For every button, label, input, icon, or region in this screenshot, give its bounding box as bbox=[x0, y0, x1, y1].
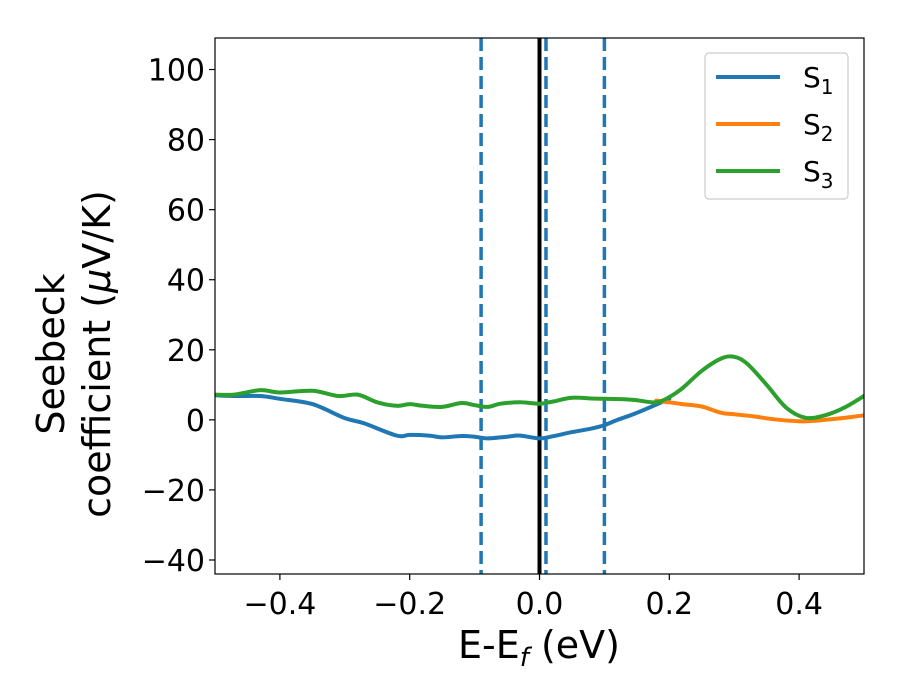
series-lines bbox=[215, 354, 864, 441]
y-tick-label: 60 bbox=[167, 194, 205, 229]
x-tick-label: 0.2 bbox=[645, 587, 693, 622]
x-axis-label-main: E-E bbox=[458, 623, 520, 667]
y-tick-label: −20 bbox=[142, 474, 205, 509]
y-tick-label: 0 bbox=[186, 404, 205, 439]
y-axis-label-line1: Seebeck bbox=[29, 273, 73, 434]
x-tick-label: −0.2 bbox=[373, 587, 446, 622]
legend-label-s2: S2 bbox=[803, 108, 834, 146]
legend: S1 S2 S3 bbox=[704, 52, 849, 200]
x-axis-ticks: −0.4 −0.2 0.0 0.2 0.4 bbox=[243, 574, 823, 622]
series-line-s1 bbox=[215, 393, 672, 441]
y-axis-label-unit: V/K) bbox=[75, 190, 119, 269]
y-tick-label: 40 bbox=[167, 264, 205, 299]
vertical-lines bbox=[479, 38, 607, 574]
legend-label-s3: S3 bbox=[803, 155, 834, 193]
x-tick-label: −0.4 bbox=[243, 587, 316, 622]
y-tick-label: −40 bbox=[142, 544, 205, 579]
x-axis-label-unit: (eV) bbox=[529, 623, 620, 667]
y-axis-label-line2: coefficient (μV/K) bbox=[75, 190, 119, 518]
y-axis-ticks: −40 −20 0 20 40 60 80 100 bbox=[142, 54, 215, 579]
series-line-s3 bbox=[215, 354, 864, 421]
y-tick-label: 80 bbox=[167, 124, 205, 159]
y-tick-label: 20 bbox=[167, 334, 205, 369]
y-axis-label-mu: μ bbox=[75, 269, 119, 294]
x-tick-label: 0.0 bbox=[516, 587, 564, 622]
legend-label-s1: S1 bbox=[803, 61, 834, 99]
x-axis-label: E-Ef (eV) bbox=[458, 623, 620, 673]
x-tick-label: 0.4 bbox=[775, 587, 823, 622]
series-line-s2 bbox=[654, 398, 864, 424]
y-tick-label: 100 bbox=[148, 54, 205, 89]
y-axis-label-text: coefficient ( bbox=[75, 293, 119, 518]
